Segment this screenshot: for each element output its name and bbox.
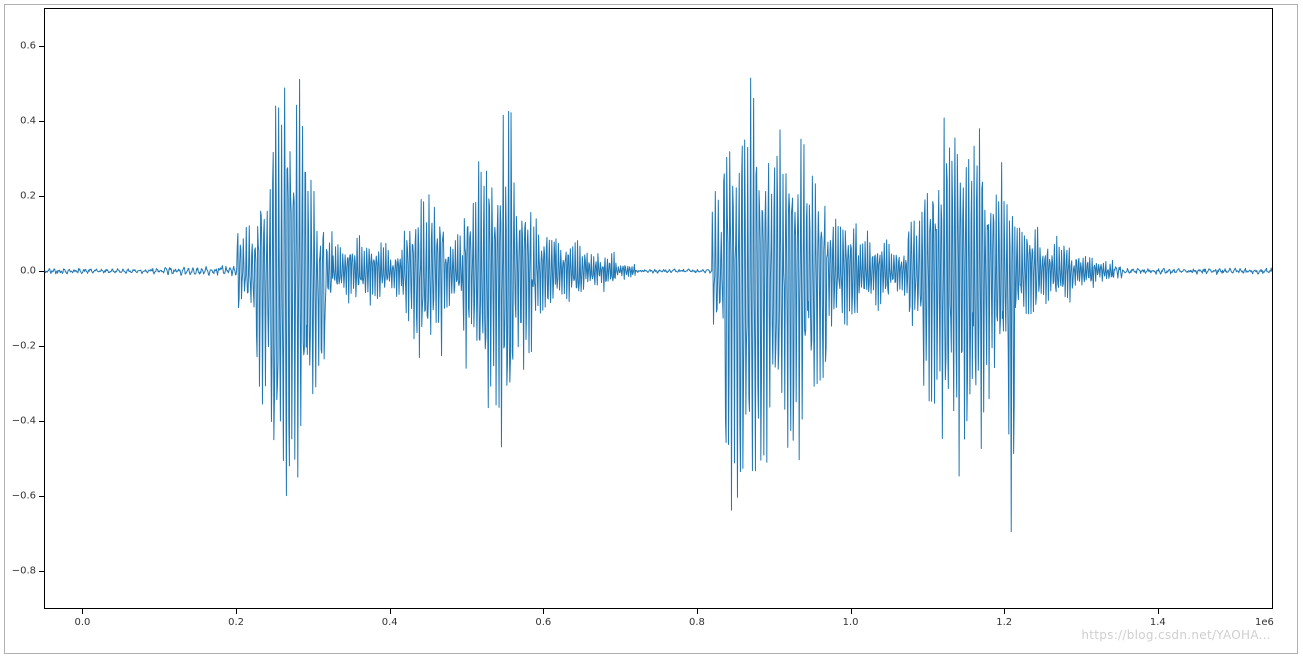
x-tick-mark [543, 609, 544, 614]
x-tick-mark [1158, 609, 1159, 614]
y-tick-mark [39, 346, 44, 347]
y-tick-label: −0.8 [12, 566, 36, 577]
y-tick-label: −0.4 [12, 416, 36, 427]
y-tick-mark [39, 496, 44, 497]
x-tick-label: 0.6 [535, 617, 551, 628]
x-tick-mark [390, 609, 391, 614]
y-tick-mark [39, 271, 44, 272]
x-tick-mark [82, 609, 83, 614]
x-axis-offset-text: 1e6 [1255, 617, 1274, 628]
y-tick-label: −0.2 [12, 341, 36, 352]
figure: 1e6 https://blog.csdn.net/YAOHA... 0.0 0.… [0, 0, 1303, 658]
x-tick-mark [697, 609, 698, 614]
y-tick-label: 0.4 [20, 115, 36, 126]
x-tick-label: 0.2 [228, 617, 244, 628]
x-tick-label: 1.0 [843, 617, 859, 628]
watermark-text: https://blog.csdn.net/YAOHA... [1081, 628, 1271, 642]
x-tick-mark [236, 609, 237, 614]
x-tick-mark [851, 609, 852, 614]
y-tick-mark [39, 46, 44, 47]
x-tick-label: 0.8 [689, 617, 705, 628]
y-tick-mark [39, 121, 44, 122]
y-tick-label: 0.0 [20, 265, 36, 276]
plot-axes [44, 8, 1273, 609]
y-tick-mark [39, 421, 44, 422]
y-tick-label: −0.6 [12, 491, 36, 502]
x-tick-mark [1004, 609, 1005, 614]
y-tick-mark [39, 196, 44, 197]
waveform-line [45, 9, 1272, 608]
x-tick-label: 0.0 [74, 617, 90, 628]
y-tick-mark [39, 571, 44, 572]
y-tick-label: 0.2 [20, 190, 36, 201]
y-tick-label: 0.6 [20, 40, 36, 51]
x-tick-label: 1.2 [996, 617, 1012, 628]
x-tick-label: 1.4 [1150, 617, 1166, 628]
x-tick-label: 0.4 [382, 617, 398, 628]
